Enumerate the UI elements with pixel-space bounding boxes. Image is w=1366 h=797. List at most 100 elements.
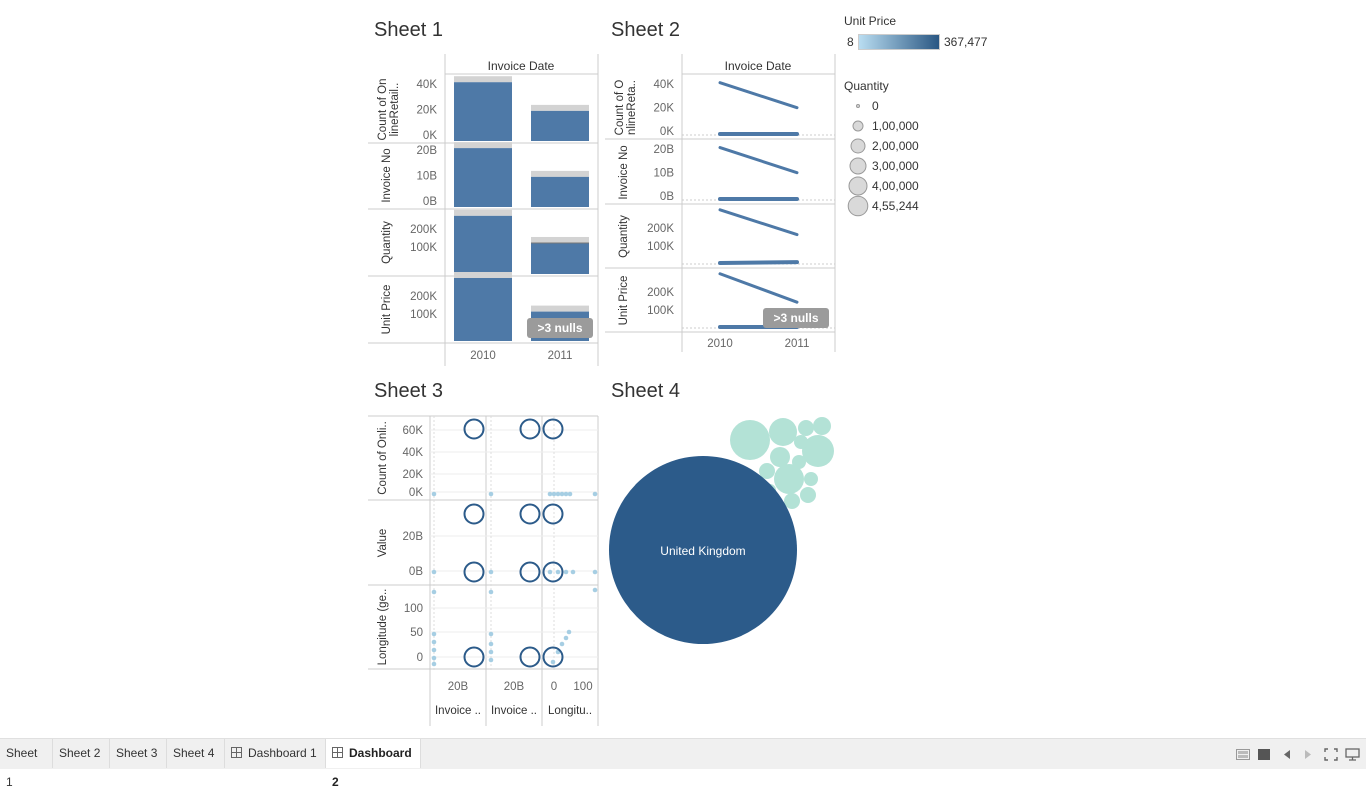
sheet3-y-tick: 0K [409,487,423,499]
sheet3-point[interactable] [431,631,437,637]
sheet1-bar[interactable] [454,278,512,341]
sheet4-country-bubble[interactable] [798,420,814,436]
sheet4-country-bubble[interactable] [800,487,816,503]
tab-dashboard-1[interactable]: Dashboard 1 [225,739,326,768]
sheet2-x-tick: 2010 [707,338,733,350]
fullscreen-icon[interactable] [1324,748,1338,761]
sheet3-ring-mark[interactable] [463,561,485,583]
sheet1-bar[interactable] [531,110,589,141]
sheet4-country-bubble[interactable] [759,463,775,479]
sheet3-ring-mark[interactable] [463,503,485,525]
sheet3-point[interactable] [563,635,569,641]
sheet3-point[interactable] [592,569,598,575]
sheet3-point[interactable] [547,491,553,497]
sheet1-bar[interactable] [531,176,589,207]
sheet3-point[interactable] [431,569,437,575]
sheet3-ring-mark[interactable] [542,503,564,525]
sheet4-chart[interactable] [605,412,839,648]
next-icon[interactable] [1303,749,1313,760]
sheet4-country-bubble[interactable] [769,418,797,446]
sheet3-point[interactable] [555,569,561,575]
sheet3-point[interactable] [550,659,556,665]
sheet3-point[interactable] [592,491,598,497]
sheet1-y-tick: 40K [417,79,438,91]
sheet3-point[interactable] [592,587,598,593]
sheet1-bar[interactable] [531,242,589,274]
sheet3-ring-mark[interactable] [542,561,564,583]
quantity-legend-circle [852,120,864,132]
tab-label: Dashboard 1 [248,746,317,760]
sheet3-point[interactable] [488,589,494,595]
sheet1-bar[interactable] [454,215,512,274]
sheet3-point[interactable] [563,569,569,575]
sheet2-y-tick: 100K [647,305,674,317]
sheet3-ring-mark[interactable] [519,646,541,668]
sheet4-country-bubble[interactable] [802,435,834,467]
sheet2-row-label: nlineReta.. [626,80,638,135]
sheet4-country-bubble[interactable] [813,417,831,435]
sheet3-point[interactable] [488,641,494,647]
sheet3-point[interactable] [559,641,565,647]
sheet4-united-kingdom-bubble[interactable] [609,456,797,644]
sheet2-upper-line[interactable] [718,208,799,237]
sheet3-chart[interactable]: Count of Onli.. 60K 40K 20K 0K Value 20B 0B Long… [368,412,602,726]
sheet4-country-bubble[interactable] [784,493,800,509]
sheet2-upper-line[interactable] [718,81,799,110]
sheet3-point[interactable] [431,639,437,645]
sheet3-point[interactable] [488,631,494,637]
tab-dashboard-2[interactable]: Dashboard 2 [326,739,421,789]
sheet3-point[interactable] [551,491,557,497]
sheet3-point[interactable] [567,491,573,497]
sheet2-lower-line[interactable] [718,260,799,265]
sheet3-point[interactable] [570,569,576,575]
sheet4-country-bubble[interactable] [804,472,818,486]
tab-sheet-4[interactable]: Sheet 4 [167,739,225,768]
sheet1-nulls-badge[interactable]: >3 nulls [527,318,593,338]
sheet4-country-bubble[interactable] [774,464,804,494]
sheet1-bar[interactable] [454,148,512,207]
sheet4-country-bubble[interactable] [794,435,808,449]
sheet3-ring-mark[interactable] [542,646,564,668]
tab-sheet-3[interactable]: Sheet 3 [110,739,167,768]
sheet2-y-tick: 0B [660,191,674,203]
fit-icon[interactable] [1258,749,1270,760]
presentation-layout-icon[interactable] [1236,749,1250,760]
sheet3-ring-mark[interactable] [519,503,541,525]
sheet1-bar[interactable] [454,82,512,141]
sheet3-point[interactable] [431,655,437,661]
sheet3-point[interactable] [488,649,494,655]
sheet2-upper-line[interactable] [718,146,799,175]
quantity-legend-circle [847,195,869,217]
sheet3-point[interactable] [431,589,437,595]
sheet3-ring-mark[interactable] [542,418,564,440]
sheet3-point[interactable] [488,491,494,497]
tab-sheet-1[interactable]: Sheet 1 [0,739,53,789]
sheet3-point[interactable] [547,569,553,575]
sheet3-ring-mark[interactable] [463,418,485,440]
present-icon[interactable] [1345,748,1360,761]
sheet3-point[interactable] [488,569,494,575]
unit-price-gradient[interactable] [858,34,940,50]
tab-sheet-2[interactable]: Sheet 2 [53,739,110,768]
sheet3-point[interactable] [431,491,437,497]
sheet4-country-bubble[interactable] [730,420,770,460]
sheet3-point[interactable] [431,661,437,667]
prev-icon[interactable] [1282,749,1292,760]
sheet3-point[interactable] [431,647,437,653]
sheet3-ring-mark[interactable] [519,418,541,440]
sheet3-point[interactable] [555,491,561,497]
sheet2-nulls-badge[interactable]: >3 nulls [763,308,829,328]
quantity-legend[interactable]: 0 1,00,000 2,00,000 3,00,000 4,00,000 4,55,24… [844,96,984,220]
sheet4-bubble-label: United Kingdom [660,544,746,558]
sheet3-ring-mark[interactable] [519,561,541,583]
sheet2-upper-line[interactable] [718,272,799,304]
sheet3-point[interactable] [559,491,565,497]
sheet3-point[interactable] [566,629,572,635]
sheet4-country-bubble[interactable] [770,447,790,467]
sheet3-point[interactable] [488,657,494,663]
sheet3-x-tick: 20B [504,681,525,693]
sheet3-y-tick: 100 [404,603,423,615]
sheet3-ring-mark[interactable] [463,646,485,668]
sheet3-point[interactable] [563,491,569,497]
